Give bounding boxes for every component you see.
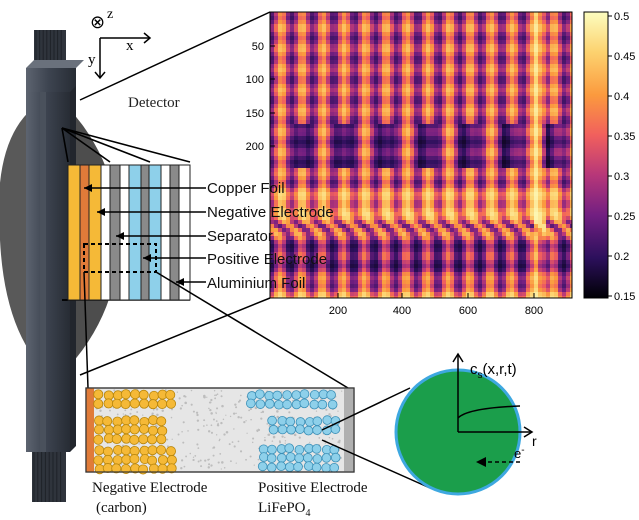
- axis-y-label: y: [88, 52, 96, 68]
- neg-electrode-label: Negative Electrode: [92, 480, 208, 496]
- heatmap-x-tick: 400: [393, 305, 411, 317]
- layer-label-copper-foil: Copper Foil: [207, 180, 285, 197]
- layer-label-separator: Separator: [207, 228, 273, 245]
- bottom-labels: Negative Electrode (carbon) Positive Ele…: [92, 480, 368, 519]
- colorbar: 0.5 0.45 0.4 0.35 0.3 0.25 0.2 0.15: [583, 11, 635, 303]
- heatmap-y-tick: 200: [246, 141, 264, 153]
- pos-electrode-sublabel: LiFePO4: [258, 500, 311, 519]
- colorbar-tick: 0.2: [614, 251, 629, 263]
- heatmap-x-tick: 800: [525, 305, 543, 317]
- cross-section: [85, 387, 355, 475]
- layer-labels: Copper Foil Negative Electrode Separator…: [207, 180, 334, 292]
- neg-electrode-sublabel: (carbon): [96, 500, 147, 516]
- electrode-stack: [67, 164, 191, 301]
- electron-label: e-: [514, 445, 525, 461]
- layer-label-negative-electrode: Negative Electrode: [207, 204, 334, 221]
- colorbar-tick: 0.35: [614, 131, 635, 143]
- heatmap-y-tick: 100: [246, 74, 264, 86]
- detector-label: Detector: [128, 95, 180, 111]
- colorbar-tick: 0.3: [614, 171, 629, 183]
- into-page-symbol: ⊗: [90, 12, 105, 32]
- colorbar-tick: 0.4: [614, 91, 629, 103]
- colorbar-tick: 0.15: [614, 291, 635, 303]
- axes-glyph: ⊗ z x y: [88, 7, 152, 80]
- colorbar-tick: 0.45: [614, 51, 635, 63]
- layer-label-positive-electrode: Positive Electrode: [207, 251, 327, 268]
- heatmap: 200 400 600 800 50 100 150 200: [246, 11, 573, 317]
- heatmap-y-tick: 50: [252, 41, 264, 53]
- heatmap-y-tick: 150: [246, 108, 264, 120]
- particle-r-label: r: [532, 433, 537, 449]
- heatmap-x-tick: 200: [329, 305, 347, 317]
- pos-electrode-label: Positive Electrode: [258, 480, 368, 496]
- layer-pointers: [84, 187, 206, 283]
- heatmap-x-tick: 600: [459, 305, 477, 317]
- colorbar-tick: 0.25: [614, 211, 635, 223]
- axis-z-label: z: [107, 7, 113, 22]
- axis-x-label: x: [126, 38, 134, 54]
- layer-pointer-heads: [84, 184, 184, 286]
- particle: cs(x,r,t) r e-: [394, 352, 537, 496]
- layer-label-aluminium-foil: Aluminium Foil: [207, 275, 305, 292]
- colorbar-tick: 0.5: [614, 11, 629, 23]
- particle-conc-label: cs(x,r,t): [470, 361, 517, 381]
